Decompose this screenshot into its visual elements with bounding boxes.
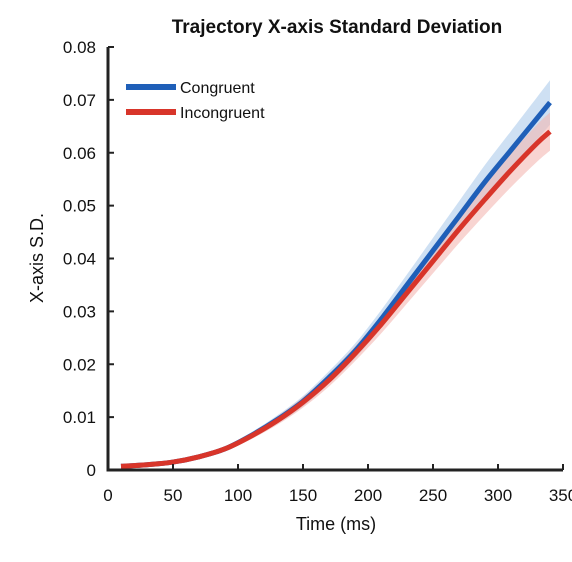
y-tick-label: 0.01 bbox=[63, 408, 96, 427]
y-tick-label: 0.04 bbox=[63, 250, 96, 269]
y-tick-label: 0.08 bbox=[63, 38, 96, 57]
line-incongruent bbox=[120, 129, 552, 469]
band-congruent bbox=[121, 80, 550, 468]
x-tick-label: 250 bbox=[419, 486, 447, 505]
legend: Congruent Incongruent bbox=[126, 80, 265, 122]
x-tick-label: 200 bbox=[354, 486, 382, 505]
y-tick-label: 0.06 bbox=[63, 144, 96, 163]
x-tick-label: 100 bbox=[224, 486, 252, 505]
series-lines bbox=[120, 100, 552, 469]
x-tick-label: 350 bbox=[549, 486, 572, 505]
x-axis-label: Time (ms) bbox=[296, 514, 376, 534]
y-tick-label: 0.03 bbox=[63, 302, 96, 321]
axes bbox=[106, 46, 564, 472]
line-congruent bbox=[120, 100, 552, 469]
tick-labels: 0 50 100 150 200 250 300 350 0 0.01 0.02 0.03 0.04 0.… bbox=[63, 38, 572, 505]
y-tick-label: 0.07 bbox=[63, 91, 96, 110]
y-tick-label: 0.05 bbox=[63, 197, 96, 216]
confidence-bands bbox=[121, 80, 550, 468]
legend-label-congruent: Congruent bbox=[180, 80, 255, 97]
x-tick-label: 300 bbox=[484, 486, 512, 505]
y-tick-label: 0 bbox=[87, 461, 96, 480]
x-tick-label: 50 bbox=[164, 486, 183, 505]
y-axis-label: X-axis S.D. bbox=[27, 213, 47, 303]
y-tick-label: 0.02 bbox=[63, 355, 96, 374]
legend-label-incongruent: Incongruent bbox=[180, 105, 265, 122]
x-tick-label: 0 bbox=[103, 486, 112, 505]
x-tick-label: 150 bbox=[289, 486, 317, 505]
chart-title: Trajectory X-axis Standard Deviation bbox=[172, 17, 503, 38]
